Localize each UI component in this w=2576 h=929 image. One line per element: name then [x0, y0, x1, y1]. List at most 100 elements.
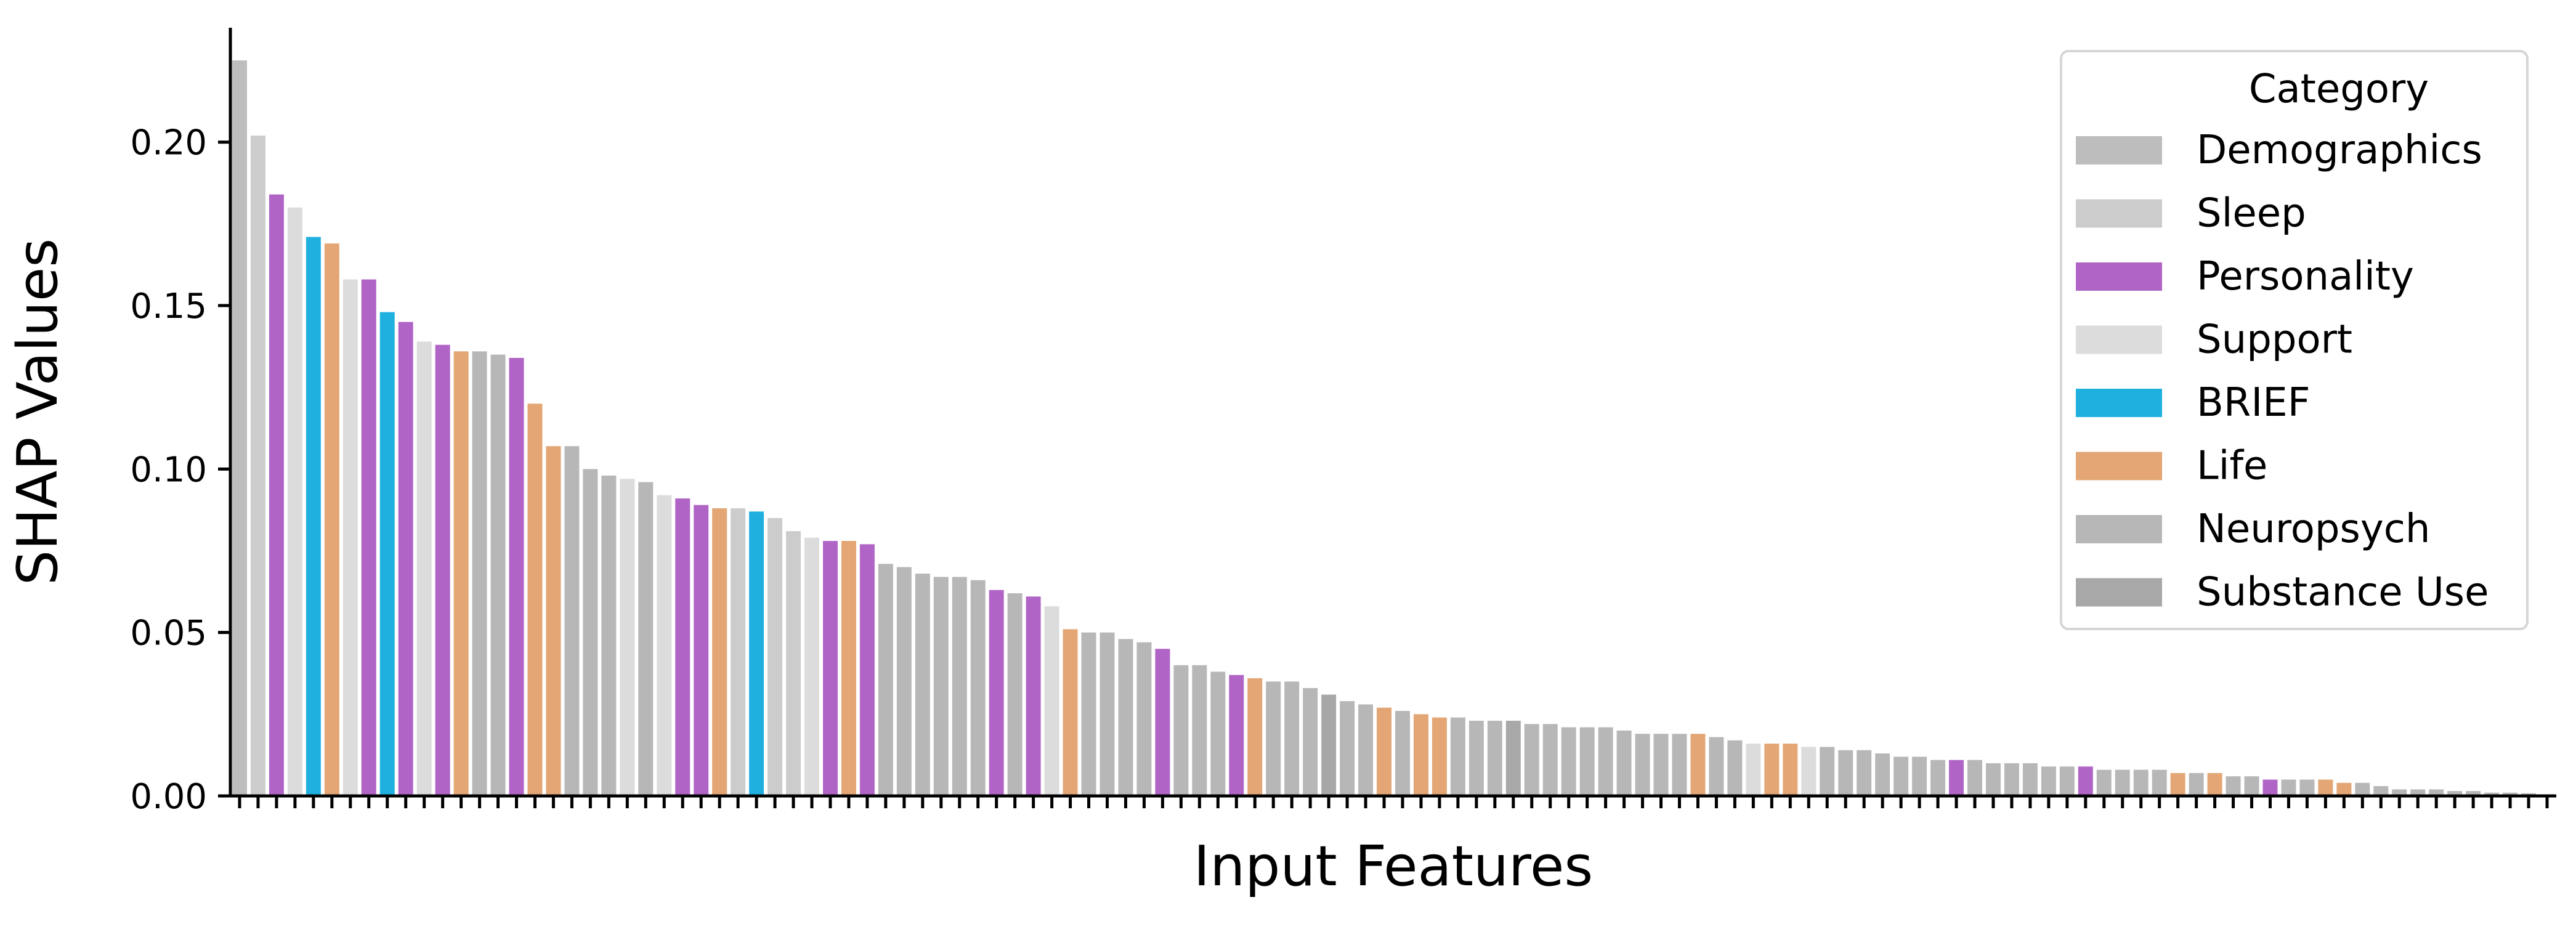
- legend-label: Sleep: [2197, 191, 2306, 237]
- bar-neuropsych: [952, 577, 967, 796]
- bar-neuropsych: [2226, 776, 2241, 796]
- bar-personality: [2078, 766, 2093, 796]
- bar-neuropsych: [933, 577, 949, 796]
- bar-neuropsych: [1118, 639, 1133, 796]
- bar-personality: [989, 590, 1004, 796]
- bar-neuropsych: [1524, 724, 1539, 796]
- bar-personality: [361, 279, 376, 797]
- y-tick-label: 0.15: [130, 286, 207, 327]
- bar-neuropsych: [2004, 763, 2019, 796]
- bar-neuropsych: [2022, 763, 2038, 796]
- bar-neuropsych: [1820, 747, 1835, 796]
- y-tick-label: 0.10: [130, 450, 207, 490]
- bar-neuropsych: [2373, 786, 2389, 796]
- bar-neuropsych: [638, 482, 654, 796]
- bar-support: [804, 537, 819, 796]
- bar-substance-use: [1505, 720, 1521, 796]
- bar-neuropsych: [1358, 704, 1374, 796]
- bar-personality: [1155, 649, 1170, 796]
- bar-neuropsych: [1709, 737, 1724, 796]
- bar-support: [1746, 744, 1761, 796]
- bar-life: [1413, 714, 1428, 796]
- bar-neuropsych: [2281, 779, 2296, 796]
- bar-neuropsych: [1985, 763, 2001, 796]
- bar-neuropsych: [1395, 711, 1410, 796]
- bar-neuropsych: [2484, 792, 2500, 796]
- bar-personality: [822, 541, 838, 796]
- bar-neuropsych: [1875, 753, 1890, 796]
- bar-neuropsych: [1007, 593, 1023, 796]
- bar-demographics: [232, 60, 247, 796]
- bar-personality: [675, 498, 691, 796]
- legend-title: Category: [2249, 67, 2429, 112]
- bar-personality: [509, 357, 524, 796]
- bar-personality: [398, 322, 413, 796]
- legend-label: Life: [2197, 444, 2267, 489]
- bar-neuropsych: [970, 580, 986, 796]
- bar-support: [1044, 606, 1059, 796]
- bar-life: [2336, 782, 2352, 796]
- bar-neuropsych: [1192, 665, 1207, 796]
- legend-label: Support: [2197, 317, 2352, 363]
- bar-neuropsych: [2133, 769, 2149, 796]
- bar-life: [2207, 773, 2222, 796]
- bar-life: [1783, 744, 1798, 796]
- bar-neuropsych: [1561, 727, 1576, 796]
- bar-neuropsych: [1100, 632, 1115, 796]
- legend-swatch: [2076, 262, 2162, 291]
- bar-neuropsych: [2041, 766, 2056, 796]
- bar-neuropsych: [2059, 766, 2075, 796]
- bar-neuropsych: [2244, 776, 2259, 796]
- bar-brief: [379, 312, 395, 796]
- legend-swatch: [2076, 578, 2162, 607]
- legend-swatch: [2076, 136, 2162, 164]
- bar-neuropsych: [1450, 717, 1465, 796]
- bar-life: [1063, 629, 1078, 796]
- bar-personality: [435, 344, 450, 796]
- y-tick-label: 0.05: [130, 614, 207, 654]
- bar-neuropsych: [1653, 734, 1669, 796]
- bar-sleep: [731, 508, 746, 796]
- bar-neuropsych: [2096, 769, 2112, 796]
- bar-personality: [269, 194, 284, 796]
- bar-support: [342, 279, 358, 797]
- bar-neuropsych: [2392, 789, 2407, 796]
- bar-sleep: [786, 531, 801, 796]
- bar-support: [416, 341, 432, 796]
- bar-neuropsych: [1284, 681, 1300, 796]
- legend-swatch: [2076, 452, 2162, 481]
- legend-label: Substance Use: [2197, 570, 2489, 615]
- bar-life: [841, 541, 856, 796]
- bar-neuropsych: [1967, 760, 1982, 796]
- bars-layer: [232, 60, 2554, 797]
- y-tick-label: 0.20: [130, 123, 207, 163]
- bar-neuropsych: [1598, 727, 1613, 796]
- bar-neuropsych: [915, 574, 930, 796]
- bar-neuropsych: [1266, 681, 1281, 796]
- bar-sleep: [768, 517, 783, 796]
- bar-neuropsych: [601, 475, 617, 796]
- bar-neuropsych: [2503, 792, 2518, 796]
- bar-personality: [859, 544, 875, 796]
- bar-life: [527, 404, 543, 796]
- bar-neuropsych: [2299, 779, 2315, 796]
- bar-life: [546, 446, 561, 796]
- legend-swatch: [2076, 515, 2162, 543]
- bar-brief: [749, 511, 764, 796]
- bar-neuropsych: [1136, 642, 1152, 796]
- legend-label: BRIEF: [2197, 380, 2311, 426]
- bar-neuropsych: [1303, 688, 1318, 796]
- bar-neuropsych: [564, 446, 580, 796]
- bar-life: [2170, 773, 2185, 796]
- bar-neuropsych: [1930, 760, 1946, 796]
- bar-neuropsych: [490, 354, 506, 796]
- bar-neuropsych: [1210, 671, 1226, 796]
- legend-label: Demographics: [2197, 128, 2482, 173]
- legend-swatch: [2076, 199, 2162, 228]
- bar-neuropsych: [1727, 740, 1743, 796]
- legend: Category Demographics Sleep Personality Sup…: [2060, 50, 2529, 630]
- bar-neuropsych: [2355, 782, 2370, 796]
- bar-neuropsych: [2152, 769, 2167, 796]
